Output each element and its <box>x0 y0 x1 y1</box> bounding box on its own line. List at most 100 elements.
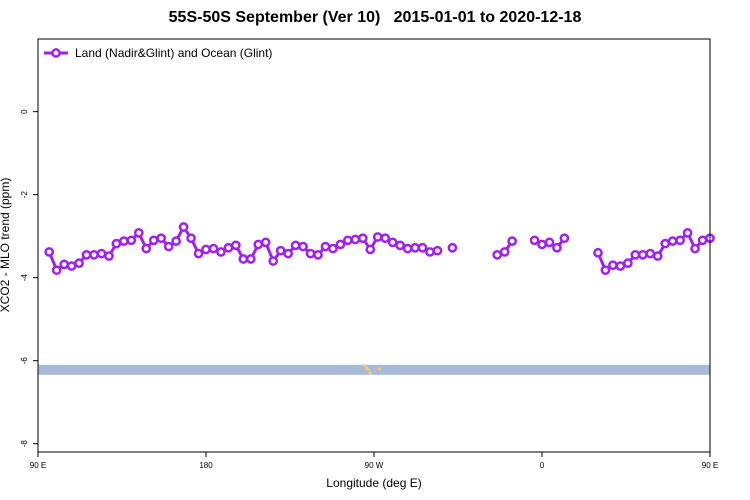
data-point <box>387 237 398 248</box>
y-axis-label: XCO2 - MLO trend (ppm) <box>0 177 12 313</box>
data-point <box>559 233 570 244</box>
data-point <box>335 239 346 250</box>
data-point <box>593 247 603 258</box>
data-point <box>268 256 279 266</box>
data-point <box>499 247 510 257</box>
data-point <box>305 248 316 259</box>
data-point <box>380 233 391 244</box>
data-point <box>328 243 338 254</box>
data-point <box>630 249 641 260</box>
legend: Land (Nadir&Glint) and Ocean (Glint) <box>44 46 272 60</box>
data-point <box>44 247 55 257</box>
x-tick-label: 180 <box>199 461 213 470</box>
data-point <box>253 239 264 250</box>
data-point <box>104 251 114 261</box>
data-point <box>395 240 405 251</box>
data-point <box>290 240 301 251</box>
data-point <box>552 242 562 253</box>
data-point <box>529 235 540 246</box>
data-point <box>410 242 420 253</box>
axes-layer: 90 E 180 90 W 0 90 E 0 -2 -4 -6 -8 <box>20 38 718 470</box>
background-band-layer <box>38 364 710 375</box>
x-tick-label: 90 E <box>702 461 718 470</box>
data-point <box>141 243 152 254</box>
data-point <box>507 236 517 246</box>
data-point <box>660 238 671 249</box>
land-mark <box>366 368 370 372</box>
data-point <box>690 243 700 254</box>
y-tick-label: -4 <box>20 274 29 282</box>
land-mark <box>368 371 372 375</box>
data-point <box>697 235 708 246</box>
x-axis-label: Longitude (deg E) <box>326 476 422 490</box>
data-point <box>111 238 122 249</box>
data-point <box>59 259 69 270</box>
data-point <box>223 242 234 253</box>
x-tick-label: 90 E <box>30 461 46 470</box>
data-point <box>148 235 159 246</box>
data-point <box>615 261 626 271</box>
x-tick-label: 90 W <box>365 461 384 470</box>
data-point <box>208 243 219 254</box>
data-point <box>283 248 293 259</box>
data-point <box>89 249 99 260</box>
data-point <box>275 245 286 256</box>
x-tick-label: 0 <box>540 461 545 470</box>
legend-label: Land (Nadir&Glint) and Ocean (Glint) <box>75 46 272 60</box>
data-point <box>171 236 181 246</box>
data-point <box>402 243 413 254</box>
data-point <box>216 247 226 257</box>
data-point <box>600 265 611 276</box>
data-point <box>156 233 167 244</box>
background-band <box>38 364 710 375</box>
land-mark <box>363 364 367 368</box>
data-point <box>320 241 331 252</box>
y-tick-label: -6 <box>20 357 29 365</box>
data-point <box>537 239 547 250</box>
data-point <box>652 251 663 261</box>
y-tick-label: -2 <box>20 191 29 199</box>
data-point <box>447 242 458 253</box>
data-point <box>608 260 618 271</box>
data-point <box>119 236 129 246</box>
data-point <box>372 232 383 242</box>
data-point <box>623 258 633 268</box>
data-point <box>66 261 77 271</box>
data-point <box>313 249 323 260</box>
data-point <box>238 254 249 264</box>
data-point <box>81 249 92 260</box>
data-point <box>245 254 256 264</box>
chart-title: 55S-50S September (Ver 10) 2015-01-01 to… <box>168 9 582 26</box>
series-layer <box>44 222 715 276</box>
data-point <box>432 245 443 256</box>
data-point <box>260 237 271 248</box>
data-point <box>96 248 107 259</box>
data-point <box>126 235 137 246</box>
data-point <box>682 227 693 238</box>
land-mark <box>378 367 382 371</box>
data-point <box>637 249 648 260</box>
data-point <box>425 247 435 257</box>
data-point <box>298 241 308 252</box>
data-point <box>74 258 84 268</box>
data-point <box>51 265 62 276</box>
data-point <box>343 235 353 246</box>
data-point <box>492 249 503 260</box>
data-point <box>544 237 555 248</box>
y-tick-label: -8 <box>20 440 29 448</box>
data-point <box>133 227 144 238</box>
data-point <box>417 242 428 253</box>
data-point <box>201 244 211 255</box>
data-point <box>667 236 678 246</box>
data-point <box>163 241 174 252</box>
data-point <box>357 233 368 244</box>
data-point <box>675 235 685 246</box>
data-point <box>193 248 204 259</box>
data-point <box>231 240 241 251</box>
data-point <box>350 234 361 245</box>
data-point <box>645 248 656 259</box>
data-point <box>186 233 196 244</box>
data-point <box>365 244 376 255</box>
